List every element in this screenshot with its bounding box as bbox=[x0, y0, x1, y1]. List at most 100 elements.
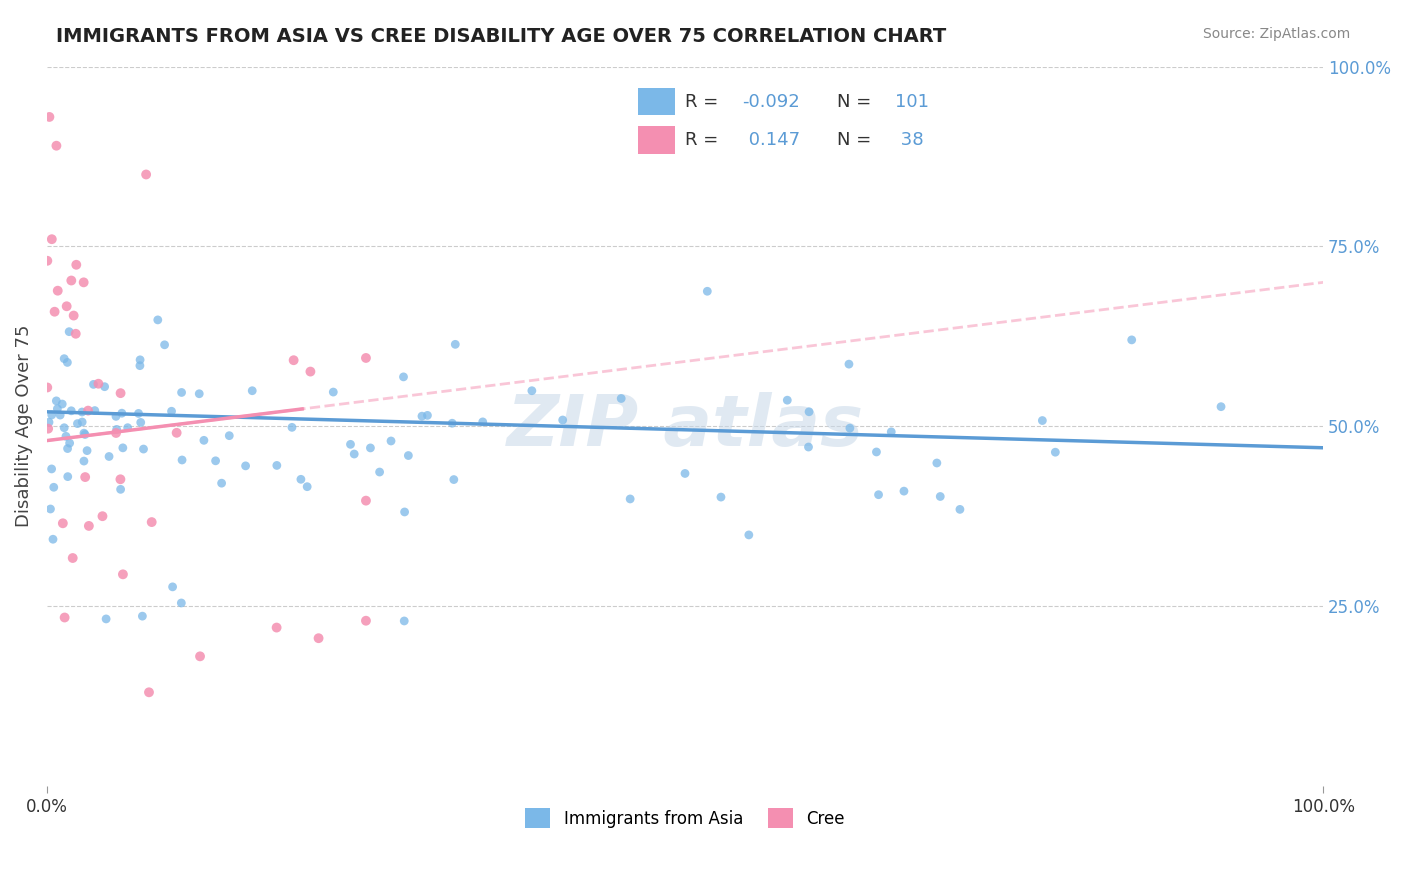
Text: Source: ZipAtlas.com: Source: ZipAtlas.com bbox=[1202, 27, 1350, 41]
Point bbox=[193, 434, 215, 448]
Point bbox=[925, 456, 948, 470]
Point bbox=[59, 436, 82, 450]
Point bbox=[58, 325, 80, 339]
Point bbox=[52, 516, 75, 531]
Point bbox=[56, 442, 79, 456]
Point bbox=[929, 490, 952, 504]
Point bbox=[266, 621, 288, 635]
Point bbox=[49, 408, 72, 422]
Point bbox=[322, 385, 344, 400]
Point bbox=[41, 462, 63, 476]
Point bbox=[129, 359, 152, 373]
Point bbox=[283, 353, 305, 368]
Point bbox=[949, 502, 972, 516]
Point bbox=[70, 415, 93, 429]
Point bbox=[77, 519, 100, 533]
Point bbox=[673, 467, 696, 481]
Point bbox=[60, 273, 83, 287]
Point bbox=[46, 401, 69, 416]
Point bbox=[138, 685, 160, 699]
Point bbox=[738, 528, 761, 542]
Point bbox=[105, 425, 128, 440]
Point bbox=[41, 232, 63, 246]
Point bbox=[368, 465, 391, 479]
Point bbox=[170, 596, 193, 610]
Point bbox=[893, 484, 915, 499]
Point bbox=[73, 276, 96, 290]
Point bbox=[343, 447, 366, 461]
Point bbox=[53, 351, 76, 366]
Point bbox=[838, 421, 860, 435]
Point bbox=[128, 406, 150, 420]
Point bbox=[441, 416, 464, 430]
Point bbox=[1209, 400, 1232, 414]
Point bbox=[443, 473, 465, 487]
Point bbox=[82, 377, 104, 392]
Point bbox=[610, 392, 633, 406]
Point bbox=[110, 472, 132, 486]
Point bbox=[55, 299, 77, 313]
Point bbox=[295, 480, 318, 494]
Point bbox=[551, 413, 574, 427]
Legend: Immigrants from Asia, Cree: Immigrants from Asia, Cree bbox=[519, 801, 852, 835]
Point bbox=[868, 488, 890, 502]
Point bbox=[38, 110, 60, 124]
Point bbox=[290, 472, 312, 486]
Point bbox=[53, 610, 76, 624]
Point bbox=[880, 425, 903, 439]
Point bbox=[299, 365, 322, 379]
Point bbox=[53, 421, 76, 435]
Point bbox=[1045, 445, 1067, 459]
Point bbox=[153, 338, 176, 352]
Point bbox=[797, 405, 820, 419]
Point bbox=[37, 253, 59, 268]
Point bbox=[39, 502, 62, 516]
Point bbox=[37, 380, 59, 394]
Point bbox=[44, 304, 66, 318]
Point bbox=[838, 357, 860, 371]
Point bbox=[93, 380, 115, 394]
Point bbox=[62, 551, 84, 566]
Point bbox=[70, 405, 93, 419]
Point bbox=[146, 313, 169, 327]
Point bbox=[160, 404, 183, 418]
Point bbox=[211, 476, 233, 491]
Point bbox=[111, 567, 134, 582]
Point bbox=[87, 376, 110, 391]
Point bbox=[218, 428, 240, 442]
Point bbox=[73, 427, 96, 442]
Point bbox=[98, 450, 121, 464]
Point bbox=[37, 422, 59, 436]
Point bbox=[73, 454, 96, 468]
Point bbox=[696, 285, 718, 299]
Point bbox=[266, 458, 288, 473]
Point bbox=[41, 408, 63, 422]
Point bbox=[204, 454, 226, 468]
Point bbox=[135, 168, 157, 182]
Point bbox=[60, 404, 83, 418]
Point bbox=[83, 403, 105, 417]
Point bbox=[710, 490, 733, 504]
Point bbox=[354, 614, 377, 628]
Point bbox=[56, 469, 79, 483]
Point bbox=[396, 449, 419, 463]
Point bbox=[354, 493, 377, 508]
Point bbox=[111, 406, 134, 420]
Point bbox=[308, 631, 330, 645]
Point bbox=[45, 138, 67, 153]
Point bbox=[865, 445, 887, 459]
Point bbox=[394, 614, 416, 628]
Y-axis label: Disability Age Over 75: Disability Age Over 75 bbox=[15, 325, 32, 527]
Point bbox=[62, 309, 84, 323]
Point bbox=[42, 533, 65, 547]
Point bbox=[235, 458, 257, 473]
Point bbox=[166, 425, 188, 440]
Point bbox=[188, 386, 211, 401]
Point bbox=[65, 258, 87, 272]
Point bbox=[281, 420, 304, 434]
Point bbox=[42, 480, 65, 494]
Point bbox=[392, 370, 415, 384]
Point bbox=[380, 434, 402, 448]
Point bbox=[1031, 413, 1053, 427]
Point bbox=[110, 483, 132, 497]
